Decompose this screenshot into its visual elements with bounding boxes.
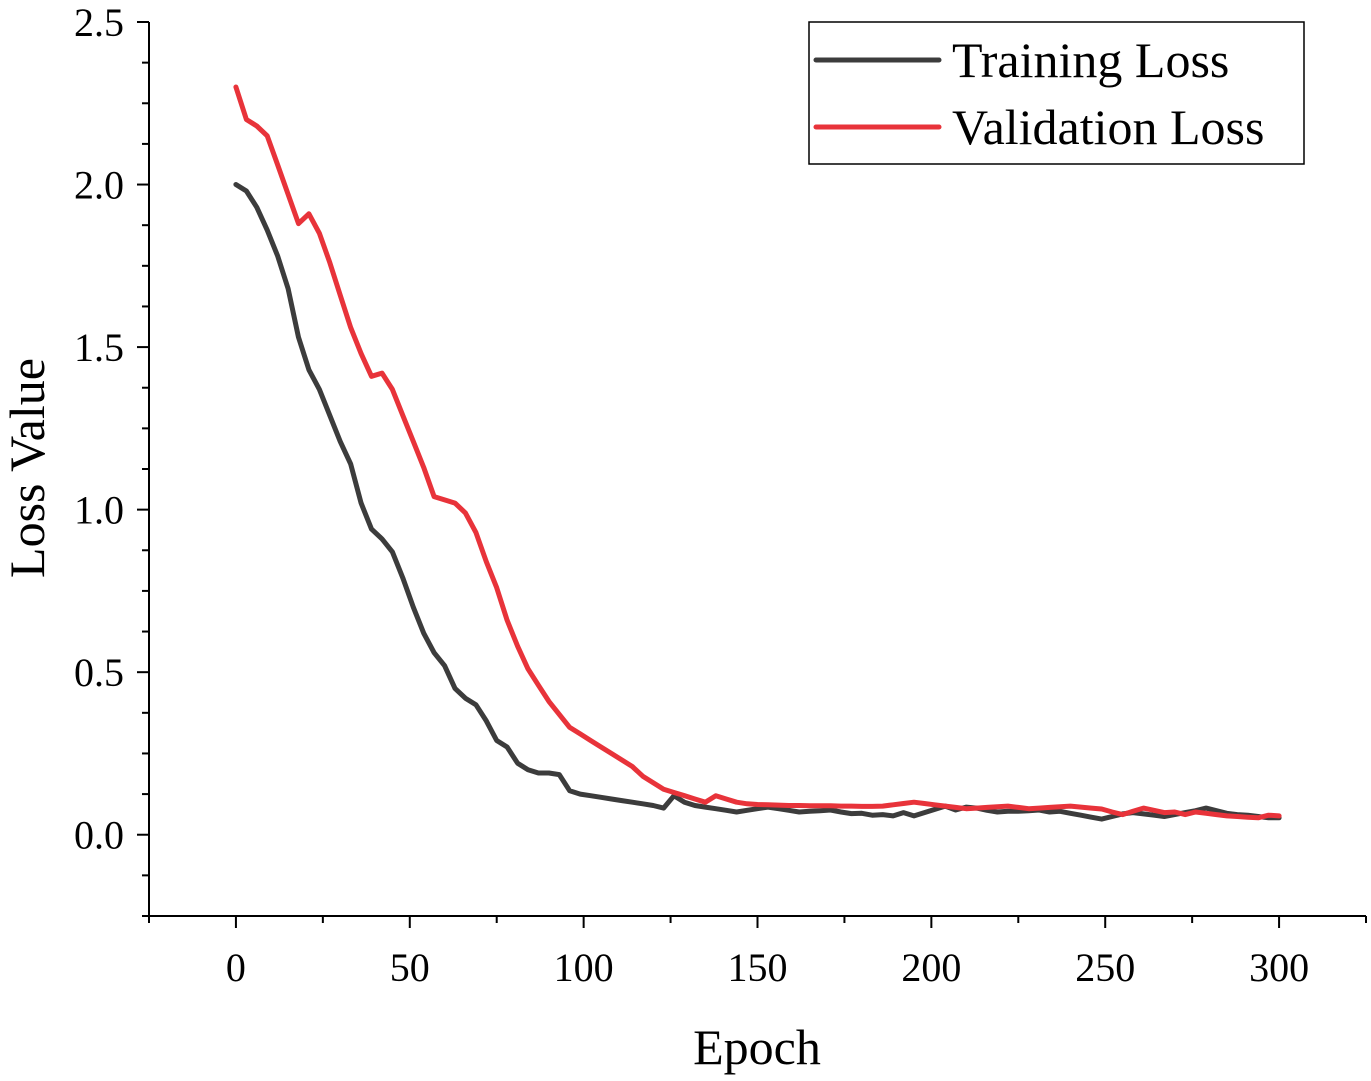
x-tick-label: 200 (901, 945, 961, 990)
series-line-validation-loss (233, 84, 1282, 821)
x-tick-label: 150 (728, 945, 788, 990)
y-tick-label: 0.0 (74, 813, 124, 858)
series-line-training-loss (233, 182, 1282, 822)
x-tick-label: 50 (390, 945, 430, 990)
x-tick-label: 0 (226, 945, 246, 990)
legend-label-training-loss: Training Loss (952, 32, 1229, 88)
legend-box (808, 21, 1305, 165)
y-tick-label: 2.5 (74, 0, 124, 45)
y-tick-label: 0.5 (74, 650, 124, 695)
x-tick-label: 300 (1249, 945, 1309, 990)
y-tick-label: 1.0 (74, 488, 124, 533)
y-axis-title: Loss Value (0, 358, 55, 578)
legend: Training Loss Validation Loss (808, 21, 1305, 165)
x-tick-label: 100 (554, 945, 614, 990)
y-tick-label: 1.5 (74, 325, 124, 370)
series-lines (233, 84, 1282, 822)
y-axis-ticks: 0.0 0.5 1.0 1.5 2.0 2.5 (74, 0, 149, 917)
x-axis-ticks: 0 50 100 150 200 250 300 (148, 916, 1367, 990)
x-axis-title: Epoch (693, 1019, 821, 1075)
legend-label-validation-loss: Validation Loss (952, 99, 1264, 155)
x-tick-label: 250 (1075, 945, 1135, 990)
y-tick-label: 2.0 (74, 163, 124, 208)
